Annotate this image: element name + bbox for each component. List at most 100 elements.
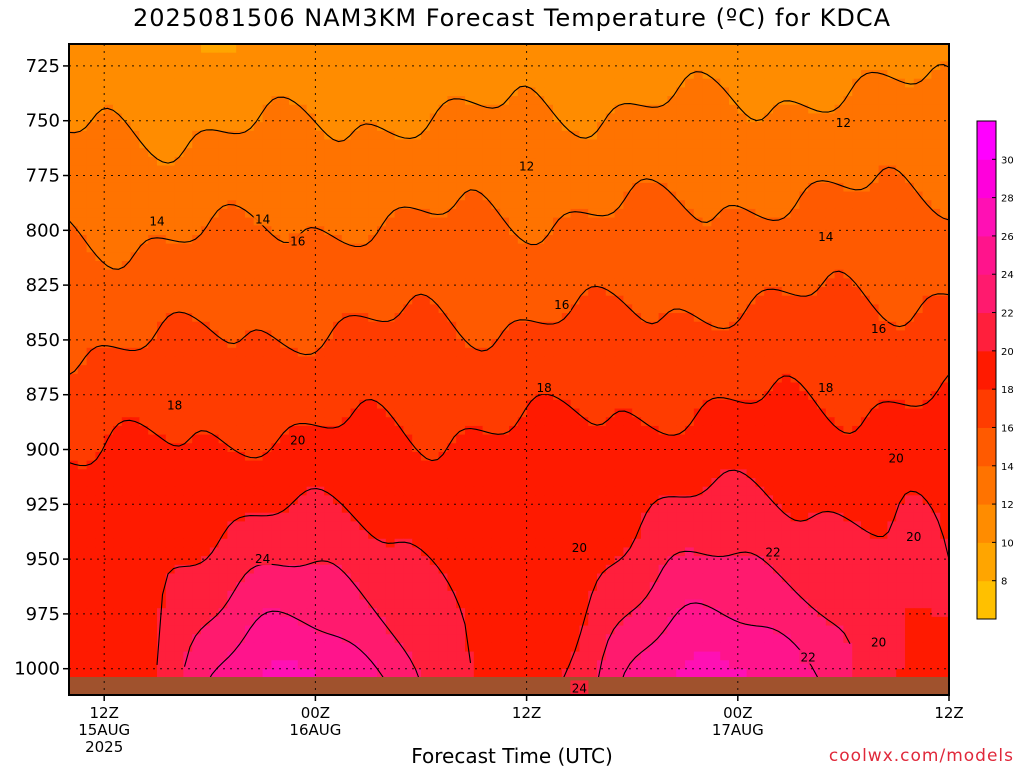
field-cell — [403, 460, 413, 470]
field-cell — [649, 165, 660, 175]
field-cell — [359, 269, 369, 279]
field-cell — [174, 434, 184, 444]
field-cell — [341, 165, 352, 175]
field-cell — [817, 156, 827, 167]
field-cell — [588, 287, 598, 297]
field-cell — [553, 330, 563, 340]
field-cell — [377, 469, 387, 479]
field-cell — [746, 78, 756, 88]
field-cell — [262, 148, 272, 158]
field-cell — [737, 417, 748, 427]
field-cell — [350, 52, 360, 62]
field-cell — [130, 304, 140, 314]
field-cell — [579, 321, 589, 332]
field-cell — [843, 61, 853, 71]
field-cell — [588, 122, 598, 132]
field-cell — [773, 252, 783, 262]
field-cell — [702, 130, 712, 141]
field-cell — [227, 226, 237, 236]
field-cell — [253, 70, 264, 80]
field-cell — [632, 208, 642, 219]
field-cell — [218, 261, 228, 271]
field-cell — [95, 261, 105, 271]
field-cell — [148, 78, 158, 88]
field-cell — [421, 139, 431, 149]
field-cell — [324, 70, 334, 80]
field-cell — [491, 460, 501, 470]
field-cell — [438, 182, 448, 193]
field-cell — [843, 391, 853, 401]
field-cell — [385, 226, 396, 236]
field-cell — [764, 70, 774, 80]
field-cell — [130, 295, 140, 305]
field-cell — [139, 373, 149, 384]
field-cell — [825, 130, 836, 141]
field-cell — [579, 234, 589, 245]
field-cell — [685, 243, 695, 253]
field-cell — [139, 70, 149, 80]
field-cell — [69, 321, 79, 332]
field-cell — [781, 313, 792, 323]
field-cell — [808, 278, 818, 288]
field-cell — [764, 313, 774, 323]
field-cell — [377, 443, 387, 453]
field-cell — [861, 87, 871, 97]
field-cell — [667, 208, 677, 219]
field-cell — [605, 234, 616, 245]
field-cell — [614, 191, 624, 201]
field-cell — [201, 313, 211, 323]
field-cell — [500, 52, 510, 62]
field-cell — [843, 96, 853, 106]
field-cell — [86, 156, 96, 167]
field-cell — [280, 469, 290, 479]
field-cell — [113, 399, 123, 410]
field-cell — [579, 382, 589, 392]
field-cell — [315, 373, 325, 384]
field-cell — [843, 148, 853, 158]
field-cell — [535, 113, 545, 123]
field-cell — [729, 434, 739, 444]
field-cell — [597, 451, 607, 462]
field-cell — [368, 382, 378, 392]
field-cell — [799, 165, 809, 175]
field-cell — [869, 226, 880, 236]
field-cell — [755, 182, 765, 193]
field-cell — [157, 417, 167, 427]
field-cell — [852, 287, 862, 297]
field-cell — [746, 425, 756, 436]
field-cell — [905, 356, 915, 366]
field-cell — [69, 78, 79, 88]
field-cell — [262, 165, 272, 175]
field-cell — [737, 191, 748, 201]
field-cell — [297, 130, 308, 141]
field-cell — [535, 261, 545, 271]
field-cell — [825, 61, 836, 71]
field-cell — [878, 408, 888, 418]
field-cell — [755, 113, 765, 123]
field-cell — [121, 156, 132, 167]
field-cell — [544, 200, 554, 210]
field-cell — [685, 113, 695, 123]
field-cell — [579, 269, 589, 279]
field-cell — [403, 182, 413, 193]
field-cell — [773, 287, 783, 297]
field-cell — [368, 252, 378, 262]
field-cell — [711, 399, 721, 410]
field-cell — [649, 148, 660, 158]
field-cell — [315, 391, 325, 401]
field-cell — [588, 321, 598, 332]
field-cell — [878, 365, 888, 375]
field-cell — [676, 451, 686, 462]
field-cell — [781, 243, 792, 253]
field-cell — [139, 78, 149, 88]
field-cell — [781, 347, 792, 358]
field-cell — [429, 295, 440, 305]
field-cell — [403, 156, 413, 167]
field-cell — [130, 382, 140, 392]
field-cell — [121, 304, 132, 314]
field-cell — [394, 148, 404, 158]
field-cell — [271, 356, 281, 366]
field-cell — [306, 226, 316, 236]
field-cell — [553, 96, 563, 106]
field-cell — [852, 87, 862, 97]
